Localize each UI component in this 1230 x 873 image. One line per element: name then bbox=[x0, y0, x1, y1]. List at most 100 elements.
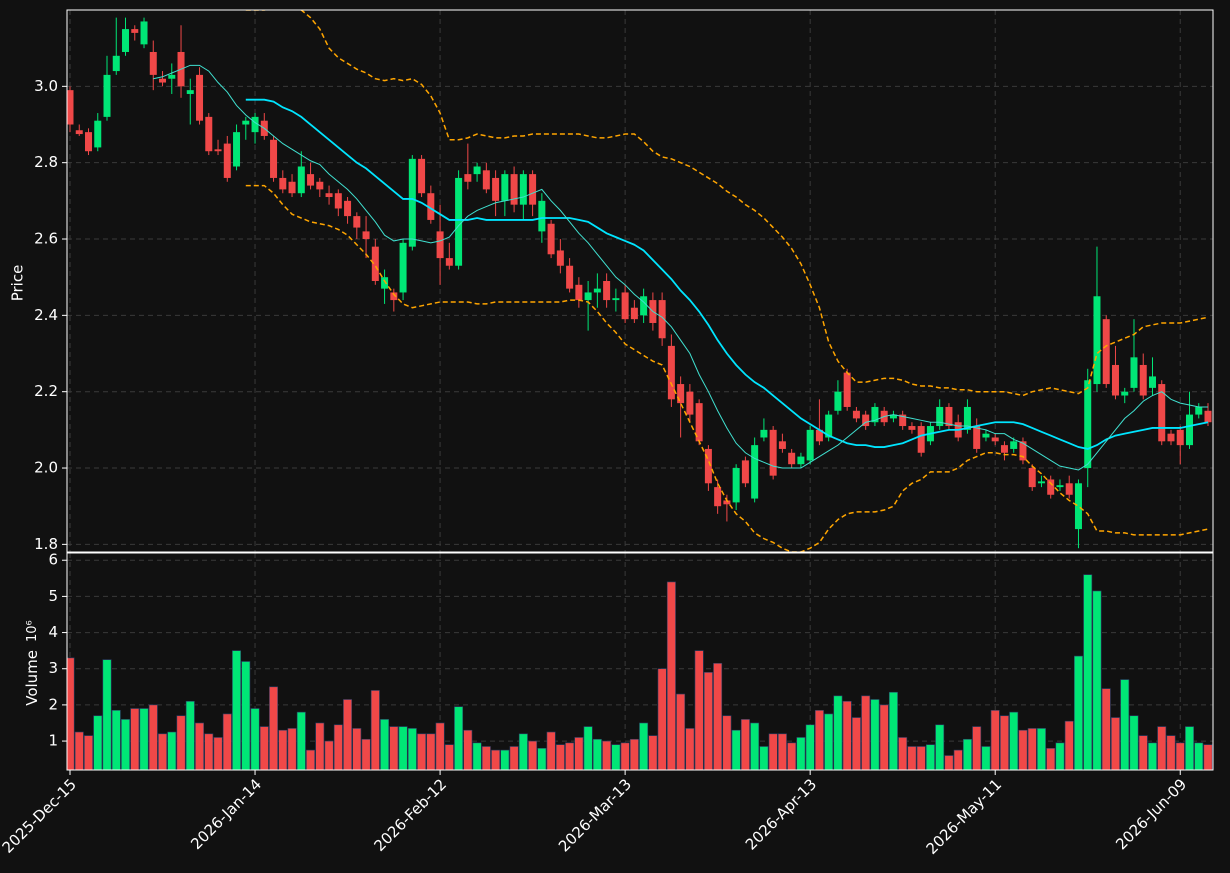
candle-body bbox=[334, 193, 342, 209]
volume-bar bbox=[1092, 590, 1102, 770]
volume-bar bbox=[1083, 574, 1093, 770]
volume-bar bbox=[306, 749, 316, 770]
candle-body bbox=[963, 406, 971, 430]
volume-bar bbox=[1055, 742, 1065, 770]
volume-bar bbox=[981, 746, 991, 770]
candle-body bbox=[917, 426, 925, 453]
candle-body bbox=[1028, 468, 1036, 488]
candle-body bbox=[788, 452, 796, 465]
volume-bar bbox=[426, 733, 436, 770]
y-axis-scale: 10⁶ bbox=[25, 620, 40, 642]
candle-body bbox=[325, 193, 333, 198]
candle-body bbox=[427, 193, 435, 220]
candle-body bbox=[307, 174, 315, 186]
y-tick-label: 2.0 bbox=[34, 459, 58, 477]
volume-bar bbox=[204, 733, 214, 770]
candle-body bbox=[492, 177, 500, 201]
candle-body bbox=[408, 158, 416, 247]
y-tick-label: 6 bbox=[48, 551, 58, 569]
volume-bar bbox=[555, 744, 565, 770]
volume-bar bbox=[731, 729, 741, 770]
candle-body bbox=[1130, 357, 1138, 388]
volume-bar bbox=[879, 704, 889, 770]
candle-body bbox=[297, 166, 305, 194]
overlay-line bbox=[245, 184, 1209, 552]
candle-body bbox=[723, 500, 731, 505]
volume-bar bbox=[528, 740, 538, 770]
candle-body bbox=[704, 448, 712, 484]
y-axis-label: Volume 10⁶ bbox=[23, 620, 41, 706]
candle-body bbox=[741, 460, 749, 484]
volume-bar bbox=[352, 728, 362, 770]
volume-bar bbox=[1175, 742, 1185, 770]
volume-bar bbox=[370, 690, 380, 770]
volume-bar bbox=[296, 711, 306, 770]
volume-bar bbox=[167, 731, 177, 770]
candle-body bbox=[131, 29, 139, 33]
volume-bar bbox=[1194, 742, 1204, 770]
candle-body bbox=[695, 403, 703, 442]
candle-body bbox=[1158, 384, 1166, 442]
volume-bar bbox=[1203, 744, 1213, 770]
candle-body bbox=[94, 120, 102, 148]
candle-body bbox=[519, 174, 527, 205]
candle-body bbox=[1084, 380, 1092, 469]
volume-bar bbox=[546, 731, 556, 770]
candle-body bbox=[640, 296, 648, 316]
candle-body bbox=[566, 265, 574, 289]
volume-bar bbox=[518, 733, 528, 770]
candle-body bbox=[436, 231, 444, 259]
candle-body bbox=[186, 90, 194, 94]
candle-body bbox=[399, 242, 407, 293]
volume-bar bbox=[787, 742, 797, 770]
volume-bar bbox=[111, 710, 121, 770]
volume-bar bbox=[500, 749, 510, 770]
candle-body bbox=[1204, 410, 1212, 423]
candle-body bbox=[603, 281, 611, 301]
candle-body bbox=[288, 181, 296, 194]
candle-body bbox=[1074, 483, 1082, 530]
volume-bar bbox=[481, 746, 491, 770]
volume-bar bbox=[463, 729, 473, 770]
candle-body bbox=[991, 437, 999, 442]
candle-body bbox=[223, 143, 231, 178]
volume-bar bbox=[139, 708, 149, 770]
candle-body bbox=[362, 231, 370, 240]
volume-bar bbox=[676, 693, 686, 770]
candle-body bbox=[85, 132, 93, 152]
candle-body bbox=[751, 445, 759, 499]
volume-bar bbox=[916, 746, 926, 770]
volume-bar bbox=[1018, 729, 1028, 770]
candle-body bbox=[899, 414, 907, 427]
candle-body bbox=[501, 174, 509, 201]
overlay-line bbox=[153, 64, 1208, 471]
volume-frame bbox=[66, 552, 1214, 771]
candle-body bbox=[834, 391, 842, 411]
volume-bar bbox=[750, 722, 760, 770]
candle-body bbox=[270, 139, 278, 178]
volume-bar bbox=[158, 733, 167, 770]
volume-bar bbox=[907, 746, 917, 770]
candle-body bbox=[122, 29, 130, 52]
candle-body bbox=[667, 345, 675, 400]
candle-body bbox=[482, 170, 490, 190]
candle-body bbox=[214, 149, 222, 152]
volume-bar bbox=[759, 746, 769, 770]
volume-bar bbox=[1009, 711, 1019, 770]
volume-bar bbox=[509, 746, 519, 770]
volume-bar bbox=[1157, 726, 1167, 770]
candle-body bbox=[1047, 479, 1055, 495]
y-tick-label: 2 bbox=[48, 695, 58, 713]
volume-bar bbox=[1064, 720, 1074, 770]
candle-body bbox=[67, 90, 74, 125]
candle-body bbox=[889, 414, 897, 419]
y-tick-label: 2.2 bbox=[34, 382, 58, 400]
volume-bar bbox=[685, 728, 695, 770]
volume-bar bbox=[888, 691, 898, 770]
candle-body bbox=[871, 406, 879, 423]
candle-body bbox=[316, 181, 324, 190]
volume-bar bbox=[944, 755, 954, 770]
volume-bar bbox=[444, 744, 454, 770]
candle-body bbox=[196, 74, 204, 121]
